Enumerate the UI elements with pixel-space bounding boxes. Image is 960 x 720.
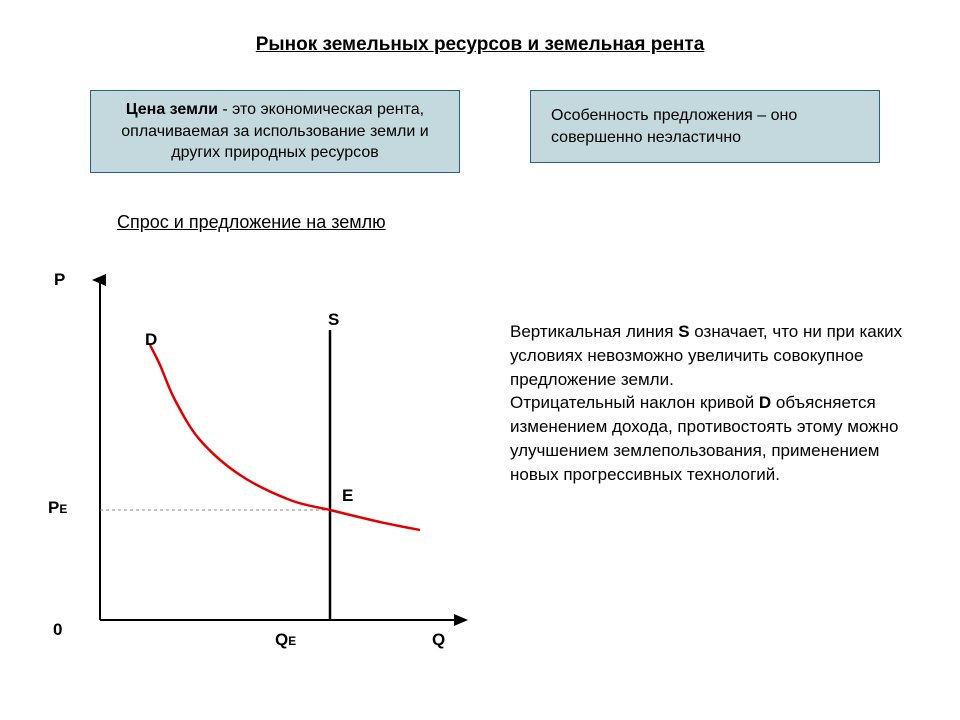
- label-e: E: [342, 486, 353, 506]
- info-box-land-price: Цена земли - это экономическая рента, оп…: [90, 90, 460, 173]
- label-qe: QE: [275, 630, 296, 650]
- exp-2b: D: [759, 393, 771, 412]
- label-q: Q: [432, 630, 445, 650]
- exp-1b: S: [678, 322, 689, 341]
- label-s: S: [328, 310, 339, 330]
- demand-curve: [150, 345, 420, 530]
- box-left-bold: Цена земли: [126, 101, 218, 118]
- supply-demand-chart: P D S E PE 0 QE Q: [60, 270, 480, 650]
- explanation-text: Вертикальная линия S означает, что ни пр…: [510, 320, 920, 487]
- label-d: D: [145, 330, 157, 350]
- chart-subtitle: Спрос и предложение на землю: [117, 212, 386, 233]
- chart-svg: [60, 270, 480, 670]
- info-box-supply-feature: Особенность предложения – оно совершенно…: [530, 90, 880, 163]
- exp-1a: Вертикальная линия: [510, 322, 678, 341]
- page-title: Рынок земельных ресурсов и земельная рен…: [256, 34, 705, 56]
- label-pe: PE: [48, 498, 67, 518]
- exp-2a: Отрицательный наклон кривой: [510, 393, 759, 412]
- label-origin: 0: [53, 620, 62, 640]
- label-p: P: [54, 270, 65, 290]
